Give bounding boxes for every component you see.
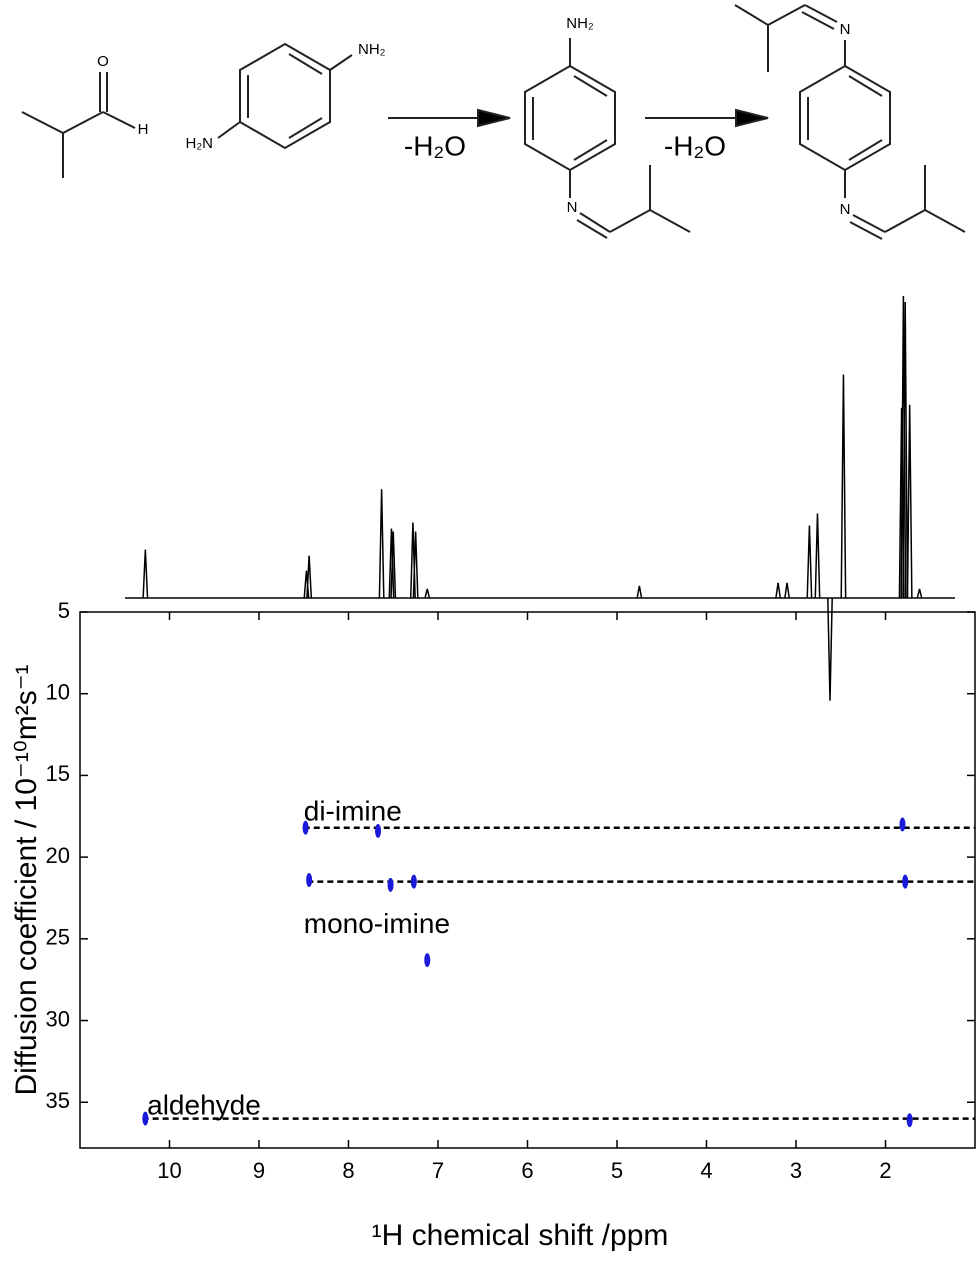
- spectrum-peak: [840, 374, 847, 599]
- spectrum-peak: [378, 489, 385, 599]
- dosy-peak: [306, 873, 313, 887]
- spectrum-peak: [900, 295, 907, 599]
- x-tick-label: 2: [879, 1158, 891, 1183]
- spectrum-peak: [784, 582, 790, 599]
- atom-label: NH₂: [358, 41, 386, 58]
- spectrum-peak: [390, 531, 397, 599]
- x-tick-label: 3: [790, 1158, 802, 1183]
- spectrum-peak: [916, 588, 923, 599]
- y-tick-label: 5: [58, 598, 70, 623]
- spectrum-peak: [142, 549, 149, 599]
- x-tick-label: 7: [432, 1158, 444, 1183]
- dosy-peak: [424, 953, 431, 968]
- spectrum-peak: [424, 588, 431, 599]
- x-tick-label: 8: [342, 1158, 354, 1183]
- y-tick-label: 10: [46, 680, 70, 705]
- spectrum-peak: [827, 597, 833, 701]
- dosy-peak: [387, 877, 394, 892]
- atom-label: NH₂: [566, 15, 594, 32]
- y-axis-label: Diffusion coefficient / 10⁻¹⁰m²s⁻¹: [10, 664, 43, 1095]
- spectrum-peak: [306, 555, 313, 599]
- plot-frame: [79, 611, 976, 1149]
- atom-label: H₂N: [186, 135, 214, 152]
- x-tick-label: 9: [253, 1158, 265, 1183]
- y-tick-label: 15: [46, 761, 70, 786]
- y-tick-label: 25: [46, 925, 70, 950]
- x-tick-label: 10: [157, 1158, 181, 1183]
- x-axis-label: ¹H chemical shift /ppm: [372, 1219, 669, 1252]
- dosy-peak: [906, 1113, 913, 1128]
- x-tick-label: 6: [521, 1158, 533, 1183]
- dosy-peak: [375, 823, 382, 838]
- y-tick-label: 30: [46, 1006, 70, 1031]
- atom-label: O: [97, 53, 109, 70]
- spectrum-peak: [636, 585, 643, 599]
- spectrum-peak: [412, 531, 419, 599]
- atom-label: N: [840, 201, 851, 218]
- dosy-peak: [902, 874, 909, 889]
- annotation: di-imine: [304, 795, 402, 826]
- atom-label: H: [138, 121, 149, 138]
- y-tick-label: 20: [46, 843, 70, 868]
- dosy-peak: [410, 874, 417, 889]
- spectrum-peak: [775, 582, 782, 599]
- atom-label: N: [567, 199, 578, 216]
- spectrum-peak: [806, 525, 813, 599]
- x-tick-label: 5: [611, 1158, 623, 1183]
- dosy-peak: [899, 817, 906, 832]
- y-tick-label: 35: [46, 1088, 70, 1113]
- reaction-condition: -H₂O: [404, 130, 466, 161]
- annotation: mono-imine: [304, 908, 450, 939]
- spectrum-peak: [814, 513, 821, 599]
- dosy-peak: [302, 820, 309, 835]
- dosy-peak: [142, 1111, 149, 1126]
- scheme-labels: O H NH₂ H₂N -H₂O NH₂ N -H₂O N N: [97, 15, 850, 218]
- x-tick-label: 4: [700, 1158, 712, 1183]
- atom-label: N: [840, 21, 851, 38]
- spectrum-peak: [388, 528, 395, 599]
- annotation: aldehyde: [147, 1090, 261, 1121]
- spectrum-peak: [906, 404, 913, 599]
- reaction-condition: -H₂O: [664, 130, 726, 161]
- spectrum-peak: [902, 302, 909, 599]
- reaction-scheme: [21, 4, 966, 240]
